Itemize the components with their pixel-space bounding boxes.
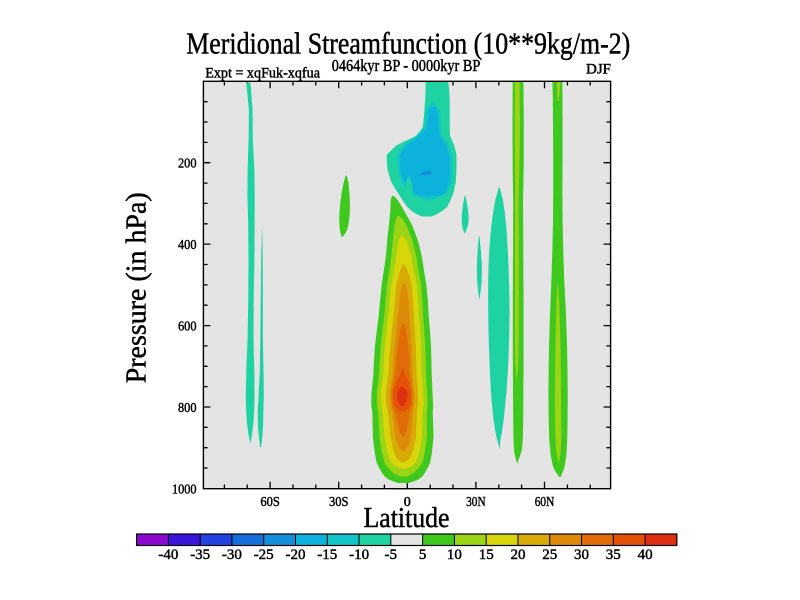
svg-text:-35: -35 <box>190 547 210 563</box>
svg-text:5: 5 <box>419 547 427 563</box>
svg-text:Meridional Streamfunction (10*: Meridional Streamfunction (10**9kg/m-2) <box>186 25 630 60</box>
svg-text:60S: 60S <box>260 495 280 510</box>
svg-text:800: 800 <box>178 401 197 416</box>
svg-text:0464kyr BP - 0000kyr BP: 0464kyr BP - 0000kyr BP <box>332 56 481 75</box>
svg-text:35: 35 <box>606 547 621 563</box>
svg-text:40: 40 <box>638 547 653 563</box>
svg-text:25: 25 <box>542 547 557 563</box>
svg-text:200: 200 <box>178 157 197 172</box>
svg-text:DJF: DJF <box>586 61 611 77</box>
svg-text:20: 20 <box>511 547 526 563</box>
svg-text:-10: -10 <box>349 547 369 563</box>
svg-text:-15: -15 <box>317 547 337 563</box>
svg-text:30N: 30N <box>466 495 486 510</box>
svg-text:-40: -40 <box>158 547 178 563</box>
svg-text:600: 600 <box>178 320 197 335</box>
svg-text:1000: 1000 <box>172 483 197 498</box>
svg-text:30: 30 <box>574 547 589 563</box>
svg-text:15: 15 <box>479 547 494 563</box>
svg-text:400: 400 <box>178 238 197 253</box>
svg-text:0: 0 <box>404 495 411 510</box>
svg-text:60N: 60N <box>535 495 555 510</box>
svg-text:10: 10 <box>447 547 462 563</box>
svg-text:Latitude: Latitude <box>364 503 450 534</box>
svg-text:-30: -30 <box>222 547 242 563</box>
svg-text:-25: -25 <box>254 547 274 563</box>
svg-text:30S: 30S <box>329 495 349 510</box>
svg-text:Pressure (in hPa): Pressure (in hPa) <box>122 192 153 383</box>
svg-text:-5: -5 <box>385 547 398 563</box>
svg-text:Expt = xqFuk-xqfua: Expt = xqFuk-xqfua <box>205 66 320 82</box>
svg-text:-20: -20 <box>286 547 306 563</box>
